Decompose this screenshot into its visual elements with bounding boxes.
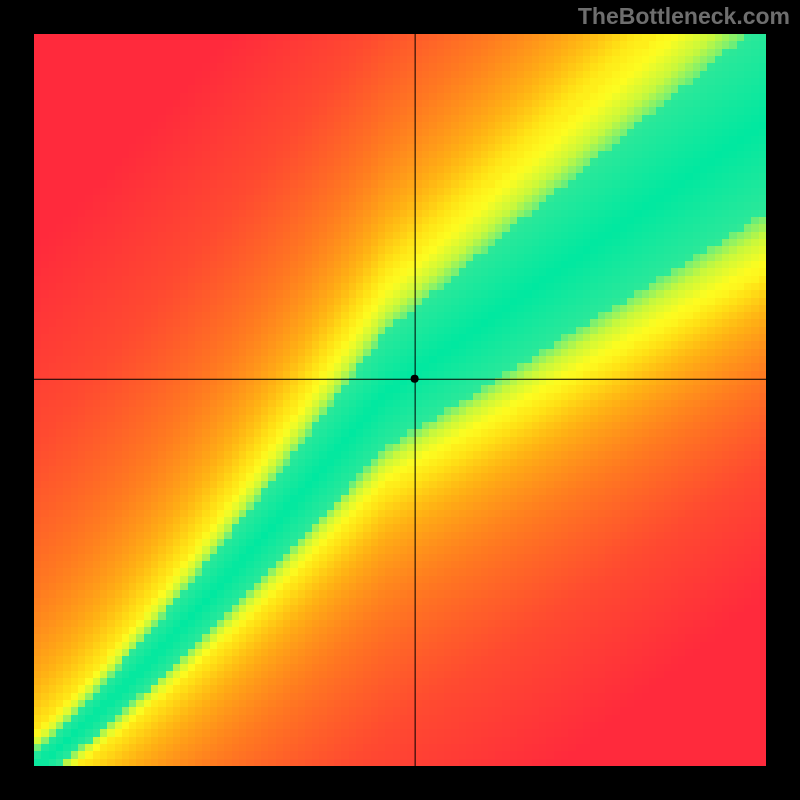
chart-frame: [0, 0, 800, 800]
watermark-text: TheBottleneck.com: [578, 3, 790, 30]
heatmap-plot: [34, 34, 766, 766]
heatmap-canvas: [34, 34, 766, 766]
